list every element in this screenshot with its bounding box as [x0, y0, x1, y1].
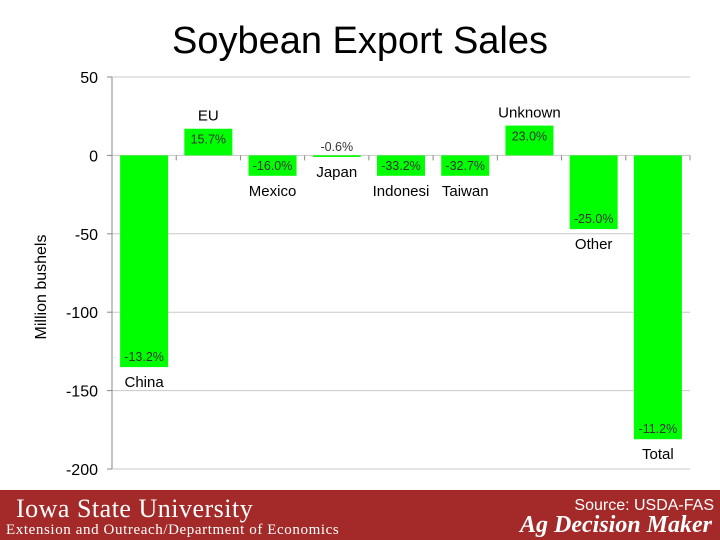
slide-title: Soybean Export Sales	[171, 20, 548, 62]
data-label: -25.0%	[574, 212, 614, 226]
bar-eu	[184, 128, 233, 156]
category-label: China	[125, 374, 165, 391]
bar-other	[569, 155, 618, 230]
bar-taiwan	[441, 155, 490, 176]
category-label: Unknown	[498, 105, 561, 122]
bar-indonesi	[377, 155, 425, 176]
university-logo: Iowa State University	[16, 494, 254, 523]
category-label: Taiwan	[442, 183, 489, 200]
data-label: -16.0%	[253, 159, 293, 173]
category-label: Total	[642, 446, 674, 463]
brand-logo: Ag Decision Maker	[520, 512, 712, 538]
category-label: Other	[575, 236, 613, 253]
bar-total	[633, 155, 682, 440]
footer-banner: Iowa State University Extension and Outr…	[0, 490, 720, 540]
y-tick-label: -100	[66, 305, 98, 322]
bar-chart: 50 0 -50 -100 -150 -200 Million bushels -13.2% C…	[33, 70, 691, 479]
data-label: -0.6%	[320, 140, 353, 154]
category-label: Indonesi	[373, 183, 430, 200]
category-label: Japan	[316, 164, 357, 181]
data-label: -13.2%	[124, 350, 164, 364]
data-label: 23.0%	[512, 130, 547, 144]
y-tick-label: -200	[66, 462, 98, 479]
bar-unknown	[505, 125, 554, 156]
category-label: EU	[198, 108, 219, 125]
bar-japan	[312, 155, 361, 157]
source-text: Source: USDA-FAS	[574, 497, 714, 514]
y-tick-label: 50	[80, 70, 98, 87]
y-tick-label: -50	[75, 227, 98, 244]
data-label: 15.7%	[191, 133, 226, 147]
category-label: Mexico	[249, 183, 297, 200]
data-label: -32.7%	[445, 159, 485, 173]
y-tick-label: -150	[66, 384, 98, 401]
department-text: Extension and Outreach/Department of Eco…	[6, 522, 340, 538]
y-tick-label: 0	[89, 148, 98, 165]
y-axis-label: Million bushels	[33, 235, 50, 340]
data-label: -33.2%	[381, 159, 421, 173]
bar-mexico	[248, 155, 297, 176]
bar-china	[120, 155, 169, 368]
data-label: -11.2%	[639, 422, 678, 436]
